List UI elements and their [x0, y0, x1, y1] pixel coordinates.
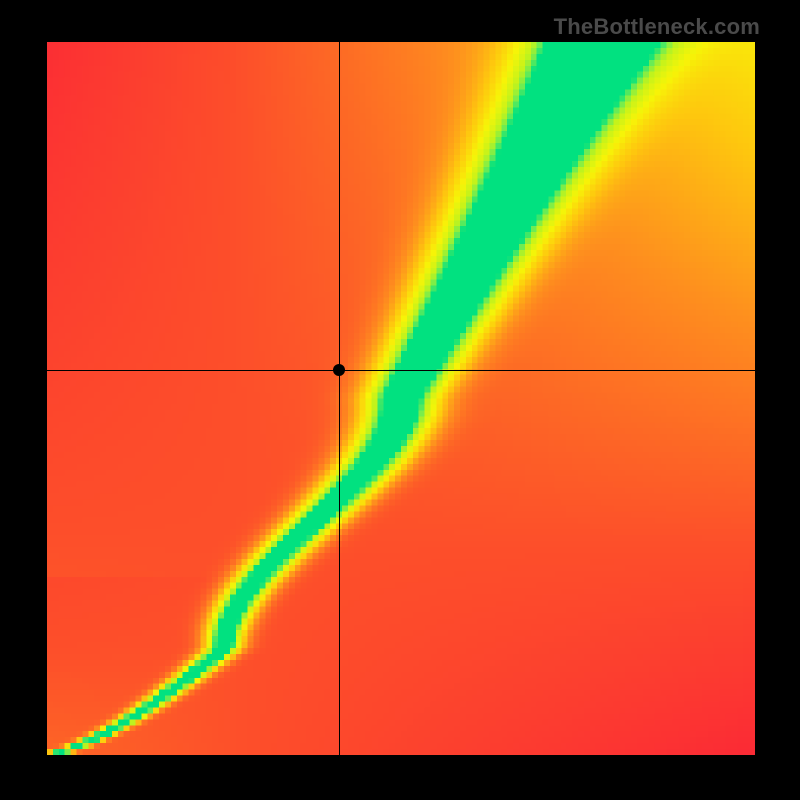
crosshair-marker	[333, 364, 345, 376]
heatmap-canvas	[47, 42, 755, 755]
crosshair-horizontal	[47, 370, 755, 371]
heatmap-plot	[47, 42, 755, 755]
chart-frame: TheBottleneck.com	[0, 0, 800, 800]
crosshair-vertical	[339, 42, 340, 755]
watermark-text: TheBottleneck.com	[554, 14, 760, 40]
